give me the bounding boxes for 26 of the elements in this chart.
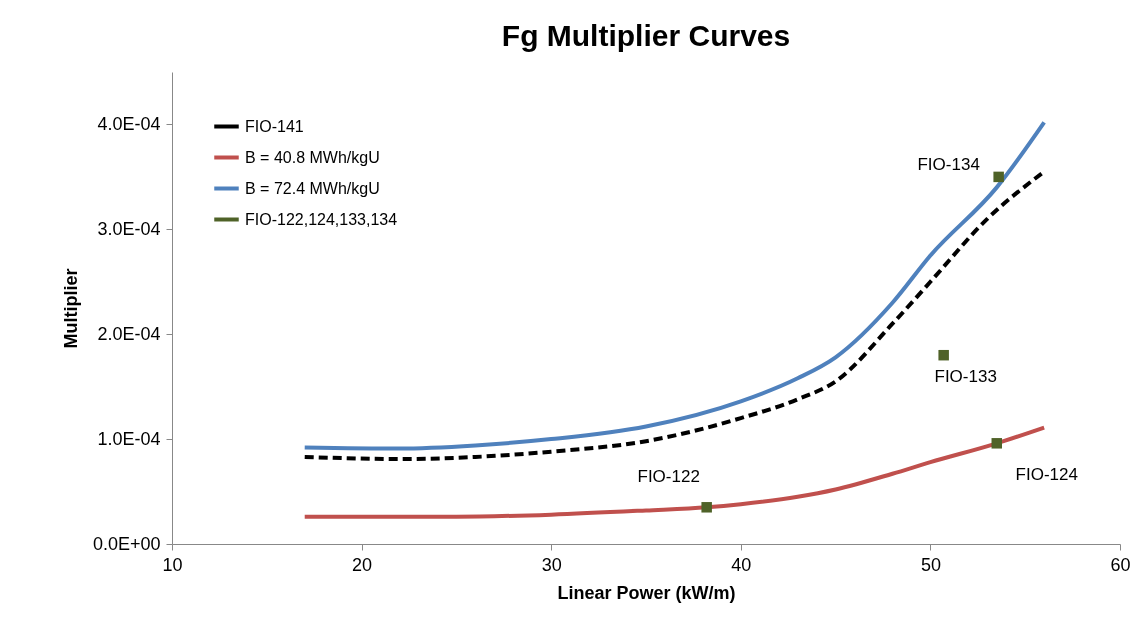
point: [701, 502, 712, 513]
legend-label: FIO-141: [245, 117, 304, 135]
x-tick-label: 30: [541, 554, 562, 575]
legend-label: FIO-122,124,133,134: [245, 210, 398, 228]
y-axis-title: Multiplier: [60, 268, 81, 349]
x-tick-label: 10: [162, 554, 183, 575]
x-tick-label: 40: [731, 554, 752, 575]
y-tick-label: 0.0E+00: [92, 533, 161, 554]
y-tick-label: 3.0E-04: [97, 218, 161, 239]
x-tick-label: 60: [1110, 554, 1131, 575]
legend-label: B = 72.4 MWh/kgU: [245, 179, 380, 197]
x-tick-label: 20: [352, 554, 373, 575]
annotation: FIO-124: [1015, 465, 1078, 485]
point: [938, 349, 949, 361]
legend-label: B = 40.8 MWh/kgU: [245, 148, 380, 166]
y-tick-label: 4.0E-04: [97, 113, 161, 134]
annotation: FIO-122: [637, 467, 700, 487]
y-tick-label: 2.0E-04: [97, 323, 161, 344]
x-tick-label: 50: [920, 554, 941, 575]
annotation: FIO-134: [917, 154, 980, 174]
x-axis-title: Linear Power (kW/m): [557, 582, 736, 603]
y-tick-label: 1.0E-04: [97, 428, 161, 449]
annotation: FIO-133: [934, 367, 997, 387]
point: [991, 438, 1002, 449]
point: [993, 171, 1004, 183]
chart-title: Fg Multiplier Curves: [501, 19, 791, 52]
